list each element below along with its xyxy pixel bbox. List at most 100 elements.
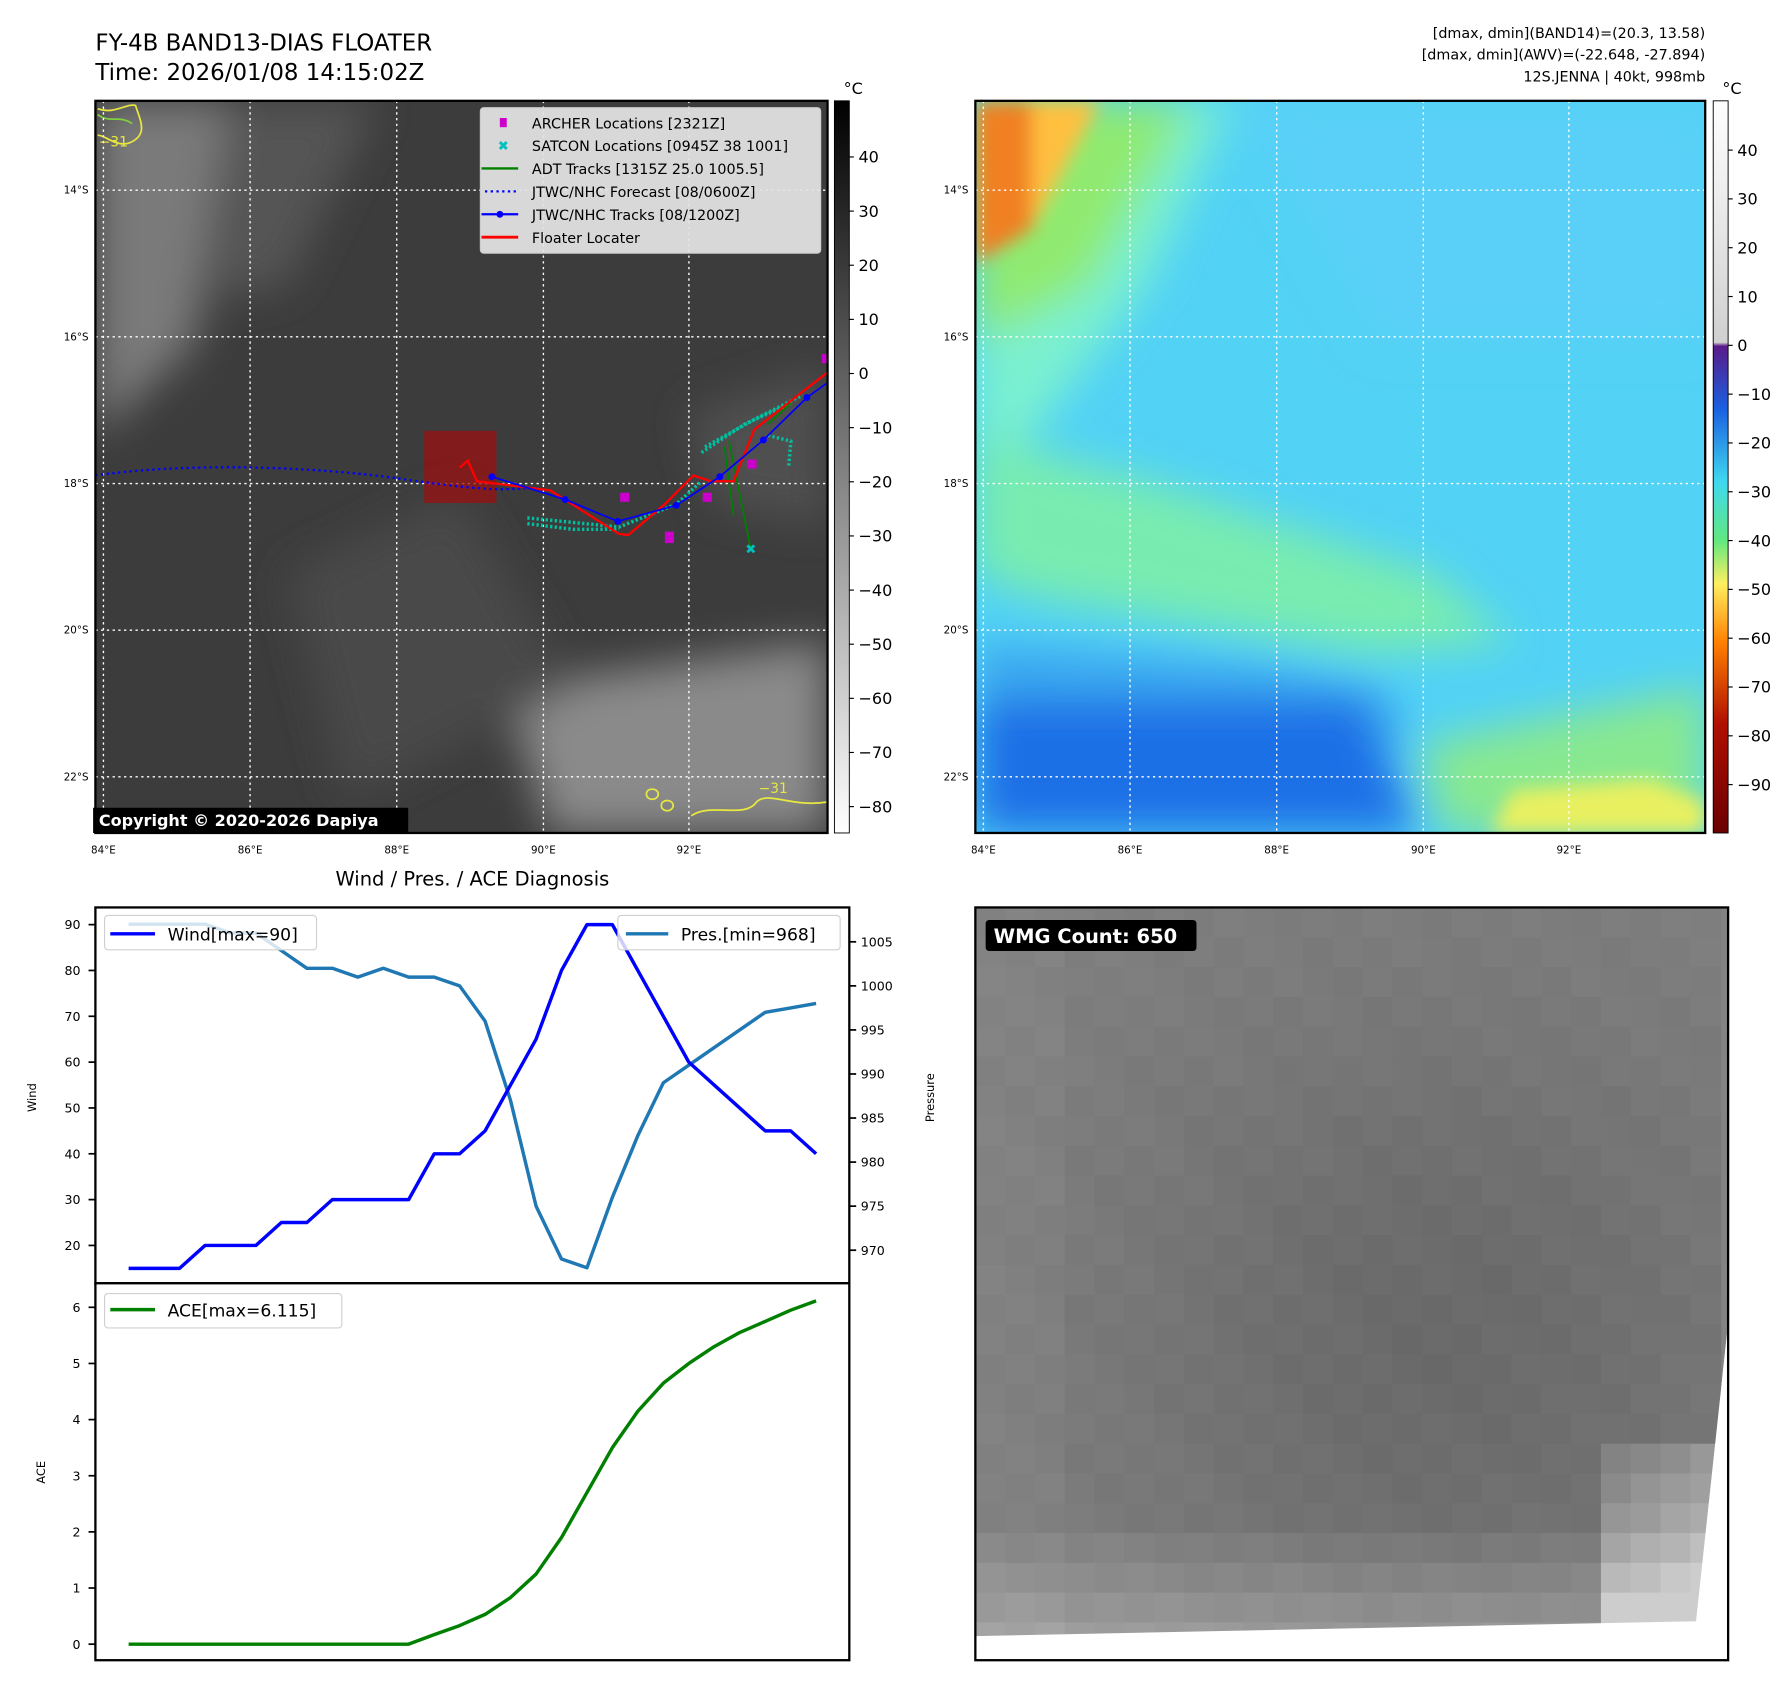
wmg-pixel-block (1511, 1026, 1543, 1058)
wmg-pixel-block (1243, 1473, 1275, 1505)
wmg-pixel-block (1481, 1503, 1513, 1535)
wmg-pixel-block (1630, 1294, 1662, 1326)
wmg-pixel-block (1183, 1384, 1215, 1416)
wmg-pixel-block (1690, 907, 1722, 939)
wmg-pixel-block (1332, 1145, 1364, 1177)
wmg-pixel-block (1660, 907, 1692, 939)
wmg-pixel-block (1124, 1354, 1156, 1386)
ace-tick-label: 1 (72, 1581, 80, 1596)
wmg-pixel-block (1183, 1533, 1215, 1564)
wmg-pixel-block (1362, 1324, 1394, 1356)
wmg-pixel-block (1511, 937, 1543, 969)
wmg-pixel-block (1571, 1235, 1603, 1267)
wmg-pixel-block (1005, 1205, 1037, 1237)
wmg-pixel-block (1303, 1562, 1334, 1594)
wmg-pixel-block (1481, 1533, 1513, 1564)
lon-label: 84°E (91, 845, 116, 857)
wmg-pixel-block (1303, 1443, 1334, 1475)
wmg-pixel-block (1332, 967, 1364, 998)
wmg-pixel-block (1541, 967, 1573, 998)
chart-title: Wind / Pres. / ACE Diagnosis (335, 868, 609, 891)
wmg-pixel-block (1362, 1592, 1394, 1624)
wmg-pixel-block (1213, 1354, 1245, 1386)
ace-axis-label: ACE (34, 1461, 48, 1484)
wmg-pixel-block (1273, 1413, 1305, 1445)
pressure-tick-label: 980 (861, 1155, 885, 1170)
wmg-pixel-block (1362, 1294, 1394, 1326)
wmg-pixel-block (1392, 1592, 1424, 1624)
wmg-pixel-block (1392, 1503, 1424, 1535)
wmg-pixel-block (1213, 1324, 1245, 1356)
wmg-pixel-block (1124, 1503, 1156, 1535)
wmg-pixel-block (1630, 1473, 1662, 1505)
wmg-pixel-block (1332, 1115, 1364, 1147)
wmg-pixel-block (1005, 1145, 1037, 1177)
wmg-pixel-block (1571, 1264, 1603, 1296)
wmg-pixel-block (1660, 1354, 1692, 1386)
wmg-pixel-block (1392, 967, 1424, 998)
wmg-pixel-block (1124, 1294, 1156, 1326)
wmg-pixel-block (1303, 907, 1334, 939)
wind-tick-label: 20 (64, 1238, 80, 1253)
wmg-pixel-block (1511, 1354, 1543, 1386)
wmg-pixel-block (1064, 1145, 1096, 1177)
wmg-pixel-block (1064, 1056, 1096, 1088)
wmg-pixel-block (1273, 1145, 1305, 1177)
wmg-pixel-block (1571, 1413, 1603, 1445)
wmg-pixel-block (1303, 1235, 1334, 1267)
panel-title: FY-4B BAND13-DIAS FLOATER (95, 30, 432, 56)
wmg-pixel-block (1183, 996, 1215, 1028)
wmg-pixel-block (1571, 996, 1603, 1028)
jtwc-track-line (491, 381, 828, 523)
wmg-pixel-block (1571, 937, 1603, 969)
wmg-pixel-block (1273, 1592, 1305, 1624)
wmg-pixel-block (1273, 1384, 1305, 1416)
wmg-pixel-block (1005, 1473, 1037, 1505)
jtwc-track-points (488, 394, 811, 525)
wmg-pixel-block (1124, 996, 1156, 1028)
wmg-pixel-block (1600, 1354, 1632, 1386)
wmg-pixel-block (1541, 996, 1573, 1028)
wmg-pixel-block (1094, 1413, 1126, 1445)
wmg-pixel-block (1303, 1592, 1334, 1624)
wmg-image[interactable] (975, 907, 1729, 1661)
wmg-pixel-block (1094, 1384, 1126, 1416)
wmg-pixel-block (1600, 1175, 1632, 1207)
wind-tick-label: 80 (64, 963, 80, 978)
wmg-pixel-block (1124, 967, 1156, 998)
wmg-pixel-block (1392, 1473, 1424, 1505)
wmg-pixel-block (1481, 1324, 1513, 1356)
wmg-pixel-block (1600, 1115, 1632, 1147)
wmg-pixel-block (1541, 1175, 1573, 1207)
wmg-pixel-block (1124, 1324, 1156, 1356)
wmg-pixel-block (1660, 1443, 1692, 1475)
wmg-pixel-block (1511, 1562, 1543, 1594)
water-vapor-map[interactable] (975, 100, 1706, 833)
ace-legend-label: ACE[max=6.115] (168, 1301, 317, 1321)
wmg-pixel-block (1451, 1205, 1483, 1237)
colorbar-tick-label: −90 (1737, 775, 1771, 794)
wmg-pixel-block (1481, 907, 1513, 939)
wmg-pixel-block (1571, 1503, 1603, 1535)
wmg-pixel-block (1332, 1533, 1364, 1564)
wmg-pixel-block (1273, 967, 1305, 998)
wind-tick-label: 50 (64, 1101, 80, 1116)
lon-label: 86°E (1118, 845, 1143, 857)
wmg-pixel-block (1064, 1026, 1096, 1058)
pressure-axis-label: Pressure (923, 1073, 937, 1122)
wmg-pixel-block (1034, 1413, 1066, 1445)
wmg-pixel-block (1034, 1294, 1066, 1326)
wmg-pixel-block (1094, 1205, 1126, 1237)
ace-tick-label: 2 (72, 1524, 80, 1539)
wmg-pixel-block (1303, 1413, 1334, 1445)
pressure-tick-label: 990 (861, 1067, 885, 1082)
wmg-pixel-block (1183, 1205, 1215, 1237)
wmg-pixel-block (1273, 1264, 1305, 1296)
wmg-pixel-block (1481, 1026, 1513, 1058)
wmg-pixel-block (1690, 1175, 1722, 1207)
wmg-pixel-block (1154, 967, 1186, 998)
wmg-pixel-block (1392, 1235, 1424, 1267)
wmg-pixel-block (975, 1264, 1007, 1296)
wmg-pixel-block (1213, 937, 1245, 969)
wmg-pixel-block (1392, 1354, 1424, 1386)
